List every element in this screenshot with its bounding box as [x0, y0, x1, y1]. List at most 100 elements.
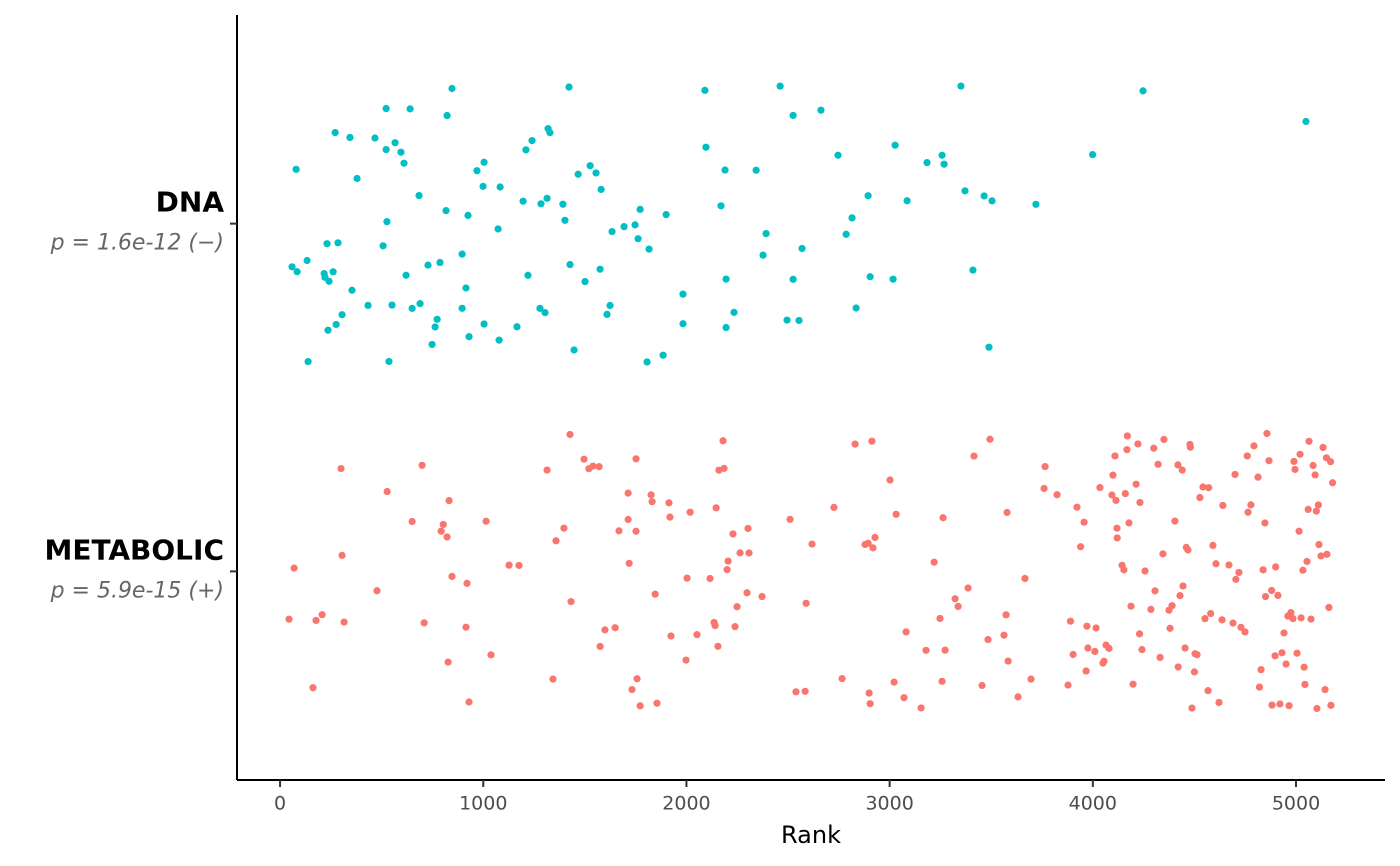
point: [662, 211, 670, 219]
point: [1327, 701, 1335, 709]
point: [1002, 611, 1010, 619]
point: [1154, 460, 1162, 468]
point: [1265, 457, 1273, 465]
point: [1297, 614, 1305, 622]
point: [1215, 698, 1223, 707]
point: [445, 496, 453, 505]
point: [759, 251, 767, 259]
point: [615, 527, 623, 535]
point: [890, 678, 898, 686]
point: [552, 537, 560, 545]
point: [324, 326, 332, 334]
point: [628, 685, 636, 694]
point: [667, 632, 675, 640]
point: [1232, 575, 1240, 583]
point: [603, 310, 611, 318]
point: [1307, 615, 1315, 623]
point: [383, 487, 391, 496]
point: [543, 466, 551, 474]
point: [1268, 586, 1276, 595]
point: [1091, 647, 1099, 656]
point: [702, 143, 710, 151]
point: [900, 694, 908, 702]
point: [515, 561, 523, 570]
point: [869, 544, 877, 552]
point: [1284, 612, 1292, 620]
point: [379, 242, 387, 250]
point: [494, 225, 502, 233]
point: [1304, 505, 1312, 514]
point: [706, 574, 714, 583]
point: [1083, 622, 1091, 630]
point: [624, 515, 632, 524]
point: [465, 698, 473, 706]
point: [1272, 563, 1280, 571]
point: [1166, 624, 1174, 632]
point: [292, 165, 300, 173]
point: [482, 517, 490, 525]
point: [443, 111, 451, 120]
point: [1064, 681, 1072, 689]
point: [480, 320, 488, 328]
point: [397, 148, 405, 156]
point: [721, 166, 729, 174]
point: [340, 618, 348, 626]
point: [1041, 462, 1049, 471]
point: [1092, 624, 1100, 632]
point: [436, 258, 444, 267]
point: [871, 533, 879, 542]
point: [1174, 663, 1182, 671]
point: [522, 146, 530, 154]
point: [290, 564, 298, 572]
point: [448, 572, 456, 581]
point: [645, 245, 653, 253]
point: [1259, 566, 1267, 574]
point: [1080, 518, 1088, 526]
point: [495, 336, 503, 344]
point: [922, 646, 930, 654]
point: [1319, 443, 1327, 452]
point: [647, 491, 655, 499]
point: [448, 84, 456, 93]
point: [1247, 501, 1255, 509]
point: [1121, 489, 1129, 498]
point: [865, 689, 873, 697]
point: [864, 539, 872, 547]
x-tick-label: 1000: [459, 793, 507, 815]
point: [891, 141, 899, 149]
point: [1004, 657, 1012, 665]
point: [1138, 645, 1146, 654]
point: [1285, 702, 1293, 710]
point: [1156, 653, 1164, 662]
point: [798, 244, 806, 253]
point: [970, 452, 978, 460]
point: [730, 308, 738, 316]
point: [808, 540, 816, 548]
point: [801, 687, 809, 695]
point: [954, 602, 962, 611]
point: [978, 681, 986, 690]
point: [1325, 603, 1333, 612]
point: [683, 574, 691, 582]
point: [1313, 704, 1321, 713]
point: [1204, 687, 1212, 695]
point: [346, 133, 354, 142]
point: [304, 357, 312, 366]
point: [338, 551, 346, 559]
point: [1199, 483, 1207, 491]
point: [1123, 432, 1131, 440]
point: [1261, 592, 1270, 601]
point: [437, 527, 445, 535]
point: [285, 615, 293, 623]
point: [1250, 442, 1258, 450]
point: [1171, 517, 1179, 525]
point: [889, 275, 897, 283]
point: [473, 167, 481, 175]
point: [762, 229, 770, 238]
point: [620, 223, 628, 231]
point: [1300, 663, 1308, 671]
point: [636, 702, 644, 710]
point: [1311, 471, 1319, 479]
point: [1323, 550, 1331, 558]
point: [549, 675, 557, 683]
